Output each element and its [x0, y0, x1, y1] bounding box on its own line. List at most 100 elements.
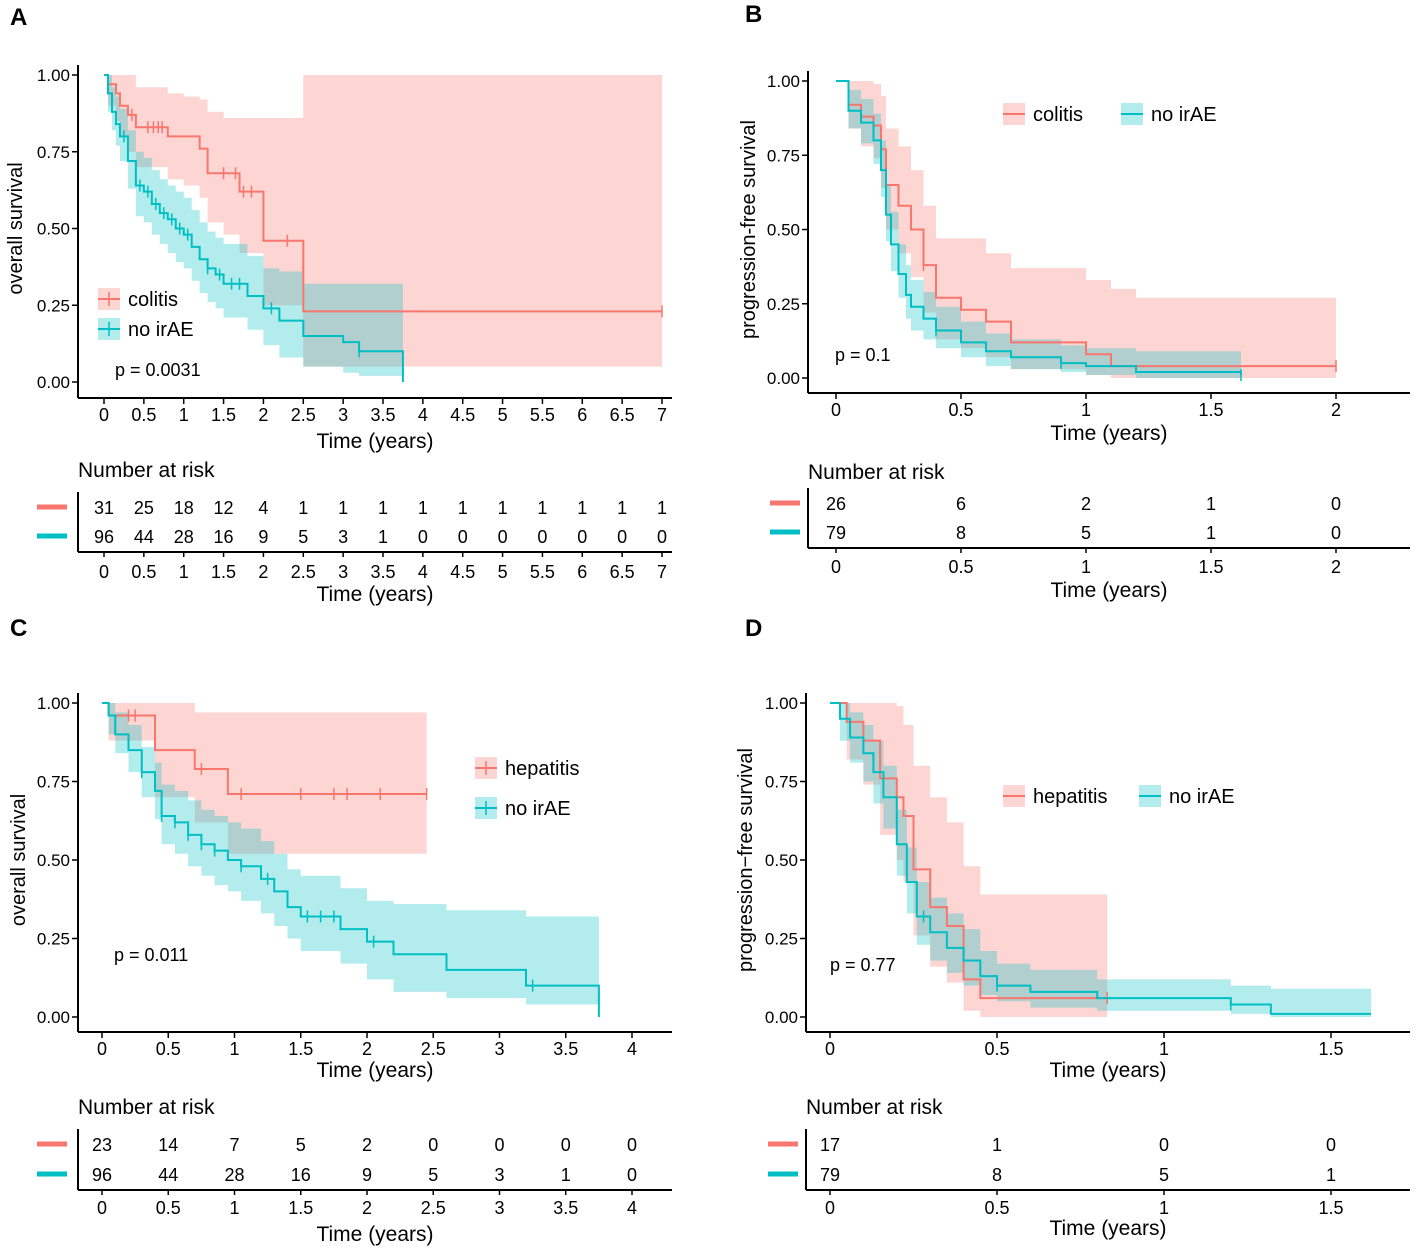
- risk-count: 5: [428, 1165, 438, 1185]
- risk-count: 96: [94, 527, 114, 547]
- p-value: p = 0.0031: [115, 360, 201, 380]
- x-tick-label: 0: [831, 400, 841, 420]
- risk-count: 5: [296, 1135, 306, 1155]
- x-tick-label: 6.5: [610, 405, 635, 425]
- risk-count: 2: [1081, 494, 1091, 514]
- risk-count: 1: [418, 498, 428, 518]
- panel-label: B: [745, 1, 762, 28]
- y-tick-label: 0.00: [37, 373, 70, 392]
- risk-count: 1: [298, 498, 308, 518]
- risk-x-tick-label: 5: [498, 562, 508, 582]
- x-tick-label: 1: [179, 405, 189, 425]
- risk-count: 1: [378, 498, 388, 518]
- risk-x-axis-label: Time (years): [316, 1223, 433, 1246]
- risk-count: 1: [561, 1165, 571, 1185]
- x-axis-label: Time (years): [316, 1059, 433, 1082]
- panel-label: A: [10, 4, 27, 31]
- risk-count: 0: [537, 527, 547, 547]
- panel-b: B0.000.250.500.751.000 0.5 1 1.5 2progressio…: [738, 1, 1410, 602]
- x-tick-label: 1: [229, 1039, 239, 1059]
- risk-count: 26: [826, 494, 846, 514]
- risk-x-tick-label: 3: [338, 562, 348, 582]
- risk-count: 18: [174, 498, 194, 518]
- legend-label: no irAE: [128, 319, 194, 341]
- y-tick-label: 0.00: [765, 1008, 798, 1027]
- x-tick-label: 0.5: [984, 1039, 1009, 1059]
- risk-count: 12: [214, 498, 234, 518]
- x-tick-label: 1.5: [211, 405, 236, 425]
- x-tick-label: 2.5: [291, 405, 316, 425]
- ci-band-no-irae: [102, 703, 599, 1017]
- risk-table-title: Number at risk: [808, 461, 945, 484]
- risk-count: 1: [1206, 523, 1216, 543]
- risk-count: 25: [134, 498, 154, 518]
- y-tick-label: 0.75: [767, 146, 800, 165]
- risk-x-tick-label: 1: [1159, 1198, 1169, 1218]
- y-tick-label: 0.25: [37, 930, 70, 949]
- risk-x-tick-label: 1.5: [288, 1198, 313, 1218]
- risk-x-tick-label: 5.5: [530, 562, 555, 582]
- y-axis-label: overall survival: [5, 162, 27, 294]
- panel-a: A0.000.250.500.751.000 0.5 1 1.5 2 2.5 3 3.5 4 4.…: [5, 4, 672, 606]
- risk-x-tick-label: 1.5: [211, 562, 236, 582]
- risk-x-tick-label: 2.5: [421, 1198, 446, 1218]
- risk-count: 1: [378, 527, 388, 547]
- risk-x-tick-label: 1: [179, 562, 189, 582]
- risk-x-tick-label: 3.5: [553, 1198, 578, 1218]
- y-tick-label: 0.50: [767, 221, 800, 240]
- risk-count: 1: [657, 498, 667, 518]
- risk-count: 5: [1159, 1165, 1169, 1185]
- x-tick-label: 5: [498, 405, 508, 425]
- p-value: p = 0.77: [830, 955, 896, 975]
- risk-count: 2: [362, 1135, 372, 1155]
- legend-label: hepatitis: [505, 758, 580, 780]
- p-value: p = 0.011: [114, 945, 188, 965]
- x-tick-label: 1: [1081, 400, 1091, 420]
- x-tick-label: 1.5: [288, 1039, 313, 1059]
- risk-count: 1: [577, 498, 587, 518]
- x-tick-label: 4.5: [450, 405, 475, 425]
- risk-count: 16: [291, 1165, 311, 1185]
- y-tick-label: 0.50: [37, 220, 70, 239]
- x-tick-label: 3: [338, 405, 348, 425]
- risk-count: 79: [820, 1165, 840, 1185]
- risk-count: 16: [214, 527, 234, 547]
- legend-label: no irAE: [1151, 104, 1217, 126]
- risk-count: 9: [362, 1165, 372, 1185]
- risk-count: 0: [561, 1135, 571, 1155]
- risk-x-tick-label: 0: [99, 562, 109, 582]
- x-tick-label: 5.5: [530, 405, 555, 425]
- x-tick-label: 1.5: [1198, 400, 1223, 420]
- risk-count: 1: [1206, 494, 1216, 514]
- risk-count: 23: [92, 1135, 112, 1155]
- survival-curve-event: [836, 80, 1336, 368]
- x-tick-label: 4: [627, 1039, 637, 1059]
- risk-count: 0: [1159, 1135, 1169, 1155]
- x-axis-label: Time (years): [1049, 1059, 1166, 1082]
- risk-x-axis-label: Time (years): [1050, 579, 1167, 602]
- y-tick-label: 0.50: [37, 851, 70, 870]
- y-tick-label: 0.75: [37, 773, 70, 792]
- risk-x-tick-label: 4: [418, 562, 428, 582]
- risk-count: 3: [338, 527, 348, 547]
- y-tick-label: 1.00: [37, 694, 70, 713]
- y-tick-label: 0.00: [37, 1008, 70, 1027]
- risk-count: 14: [158, 1135, 178, 1155]
- risk-count: 1: [1326, 1165, 1336, 1185]
- risk-count: 0: [627, 1165, 637, 1185]
- risk-table-title: Number at risk: [806, 1096, 943, 1119]
- legend-label: no irAE: [505, 798, 571, 820]
- x-tick-label: 6: [577, 405, 587, 425]
- risk-count: 96: [92, 1165, 112, 1185]
- risk-x-axis-label: Time (years): [316, 583, 433, 606]
- y-tick-label: 0.00: [767, 369, 800, 388]
- x-axis-label: Time (years): [316, 430, 433, 453]
- risk-x-tick-label: 2: [362, 1198, 372, 1218]
- risk-x-tick-label: 6.5: [610, 562, 635, 582]
- risk-count: 0: [494, 1135, 504, 1155]
- risk-x-tick-label: 3.5: [370, 562, 395, 582]
- risk-count: 0: [458, 527, 468, 547]
- y-tick-label: 0.25: [765, 930, 798, 949]
- panel-label: C: [10, 615, 27, 642]
- risk-x-tick-label: 3: [494, 1198, 504, 1218]
